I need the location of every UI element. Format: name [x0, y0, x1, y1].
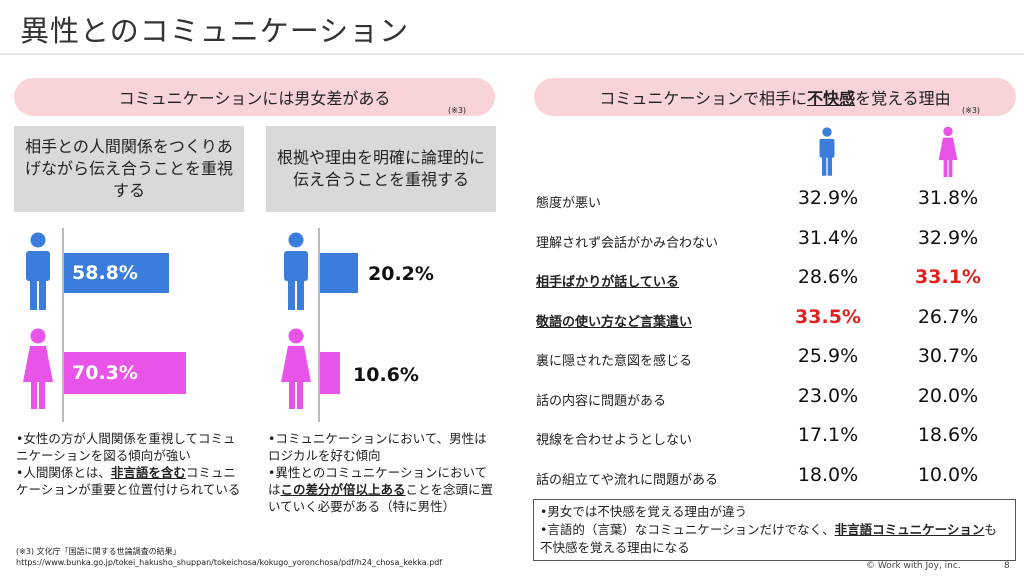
col1-description-box: 相手との人間関係をつくりあげながら伝え合うことを重視する: [14, 126, 244, 212]
col2-male-bar: [320, 253, 358, 293]
female-icon: [938, 126, 958, 177]
col2-description-box: 根拠や理由を明確に論理的に伝え合うことを重視する: [266, 126, 496, 212]
right-header-text: コミュニケーションで相手に不快感を覚える理由: [599, 89, 951, 108]
female-icon: [23, 328, 53, 409]
left-header-note: (※3): [448, 106, 467, 115]
female-percentage: 10.0%: [917, 463, 979, 486]
col2-bullets: •コミュニケーションにおいて、男性はロジカルを好む傾向 •異性とのコミュニケーシ…: [268, 430, 494, 515]
male-icon: [819, 127, 835, 176]
page-title: 異性とのコミュニケーション: [20, 14, 410, 48]
reason-label: 裏に隠された意図を感じる: [536, 354, 693, 369]
source-citation: (※3) 文化庁「国語に関する世論調査の結果」 https://www.bunk…: [16, 547, 443, 567]
female-icon: [281, 328, 311, 409]
male-icon: [26, 232, 50, 310]
summary-item: •男女では不快感を覚える理由が違う: [540, 504, 747, 519]
bullet-item: •女性の方が人間関係を重視してコミュニケーションを図る傾向が強い: [16, 431, 236, 463]
bullet-item: •人間関係とは、非言語を含むコミュニケーションが重要と位置付けられている: [16, 465, 241, 497]
male-percentage: 31.4%: [797, 226, 859, 249]
male-percentage: 28.6%: [797, 266, 859, 288]
left-header-pill: コミュニケーションには男女差がある: [14, 78, 495, 116]
summary-box: •男女では不快感を覚える理由が違う •言語的（言葉）なコミュニケーションだけでな…: [533, 499, 1016, 561]
summary-item: •言語的（言葉）なコミュニケーションだけでなく、非言語コミュニケーションも不快感…: [540, 522, 997, 555]
col1-bullets: •女性の方が人間関係を重視してコミュニケーションを図る傾向が強い •人間関係とは…: [16, 430, 244, 498]
male-percentage: 23.0%: [797, 384, 859, 407]
col2-female-bar: [320, 352, 341, 394]
col1-male-value: 58.8%: [72, 262, 138, 284]
male-percentage: 18.0%: [797, 463, 859, 486]
col1-axis: [62, 228, 64, 422]
male-percentage: 33.5%: [795, 305, 861, 328]
title-divider: [0, 53, 1024, 55]
reason-label: 敬語の使い方など言葉遣い: [536, 314, 693, 330]
col1-male-bar: 58.8%: [64, 253, 170, 293]
reason-label: 態度が悪い: [536, 196, 602, 211]
col1-description: 相手との人間関係をつくりあげながら伝え合うことを重視する: [24, 137, 233, 200]
col2-female-value: 10.6%: [353, 364, 419, 386]
male-icon: [284, 232, 308, 310]
reason-label: 相手ばかりが話している: [536, 275, 679, 290]
female-percentage: 26.7%: [917, 305, 979, 328]
right-header-pill: コミュニケーションで相手に不快感を覚える理由: [534, 78, 1016, 116]
reason-label: 視線を合わせようとしない: [536, 433, 693, 448]
left-header-text: コミュニケーションには男女差がある: [118, 89, 391, 108]
reason-label: 理解されず会話がかみ合わない: [536, 235, 719, 251]
copyright: © Work with Joy, inc.: [866, 561, 961, 571]
reason-label: 話の組立てや流れに問題がある: [536, 472, 719, 488]
male-percentage: 32.9%: [797, 187, 859, 209]
male-percentage: 17.1%: [797, 424, 859, 446]
female-percentage: 30.7%: [917, 345, 979, 367]
right-header-note: (※3): [962, 106, 981, 115]
male-percentage: 25.9%: [797, 345, 859, 367]
female-percentage: 20.0%: [917, 384, 979, 407]
page-number: 8: [1004, 561, 1010, 571]
female-percentage: 31.8%: [917, 187, 979, 209]
reason-label: 話の内容に問題がある: [536, 393, 667, 409]
female-percentage: 18.6%: [917, 424, 979, 446]
female-percentage: 33.1%: [915, 266, 981, 288]
female-percentage: 32.9%: [917, 226, 979, 249]
col1-female-bar: 70.3%: [64, 352, 186, 394]
col2-description: 根拠や理由を明確に論理的に伝え合うことを重視する: [276, 148, 485, 189]
bullet-item: •コミュニケーションにおいて、男性はロジカルを好む傾向: [268, 431, 487, 463]
bullet-item: •異性とのコミュニケーションにおいてはこの差分が倍以上あることを念頭に置いていく…: [268, 465, 494, 514]
col2-axis: [318, 228, 320, 422]
col2-male-value: 20.2%: [368, 263, 434, 285]
col1-female-value: 70.3%: [72, 362, 138, 384]
